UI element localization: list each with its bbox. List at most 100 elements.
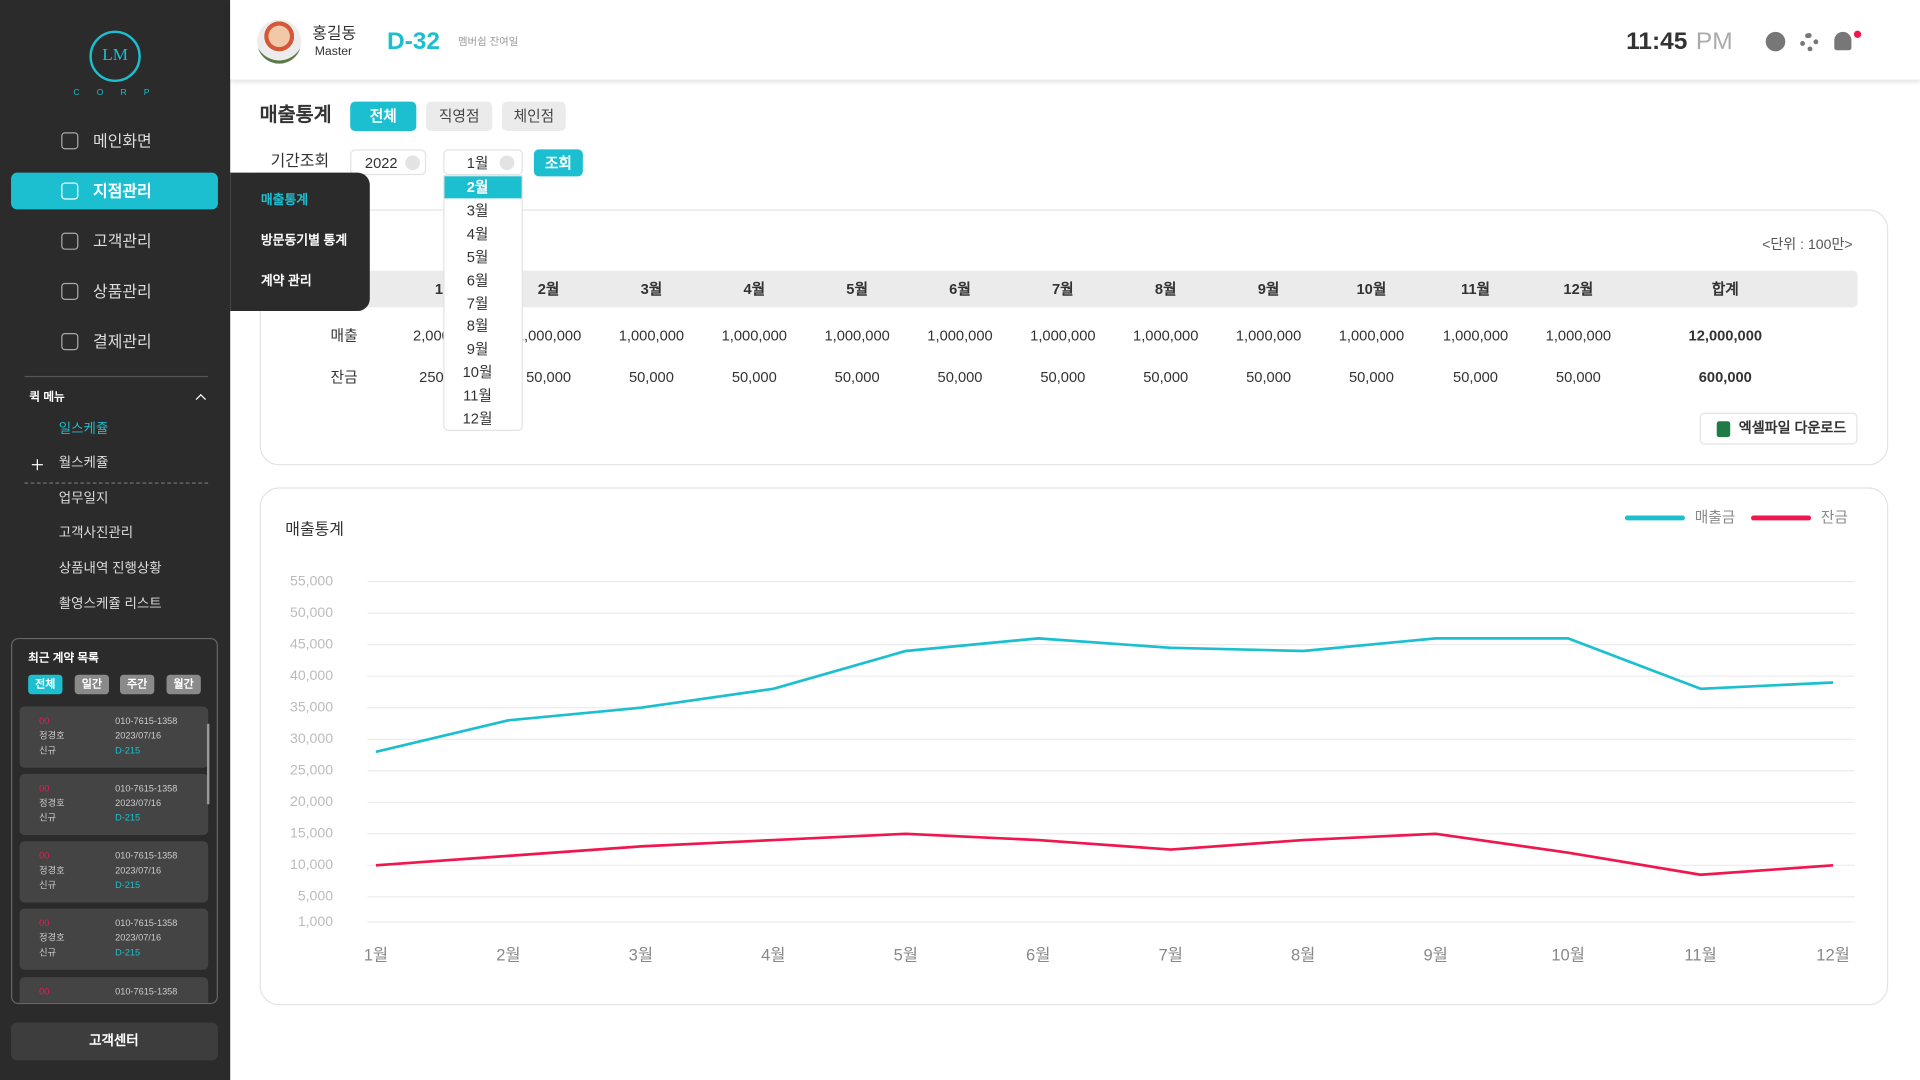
contract-card[interactable]: 00 010-7615-1358	[19, 977, 209, 1003]
card-phone: 010-7615-1358	[115, 986, 178, 998]
table-header: 11월	[1460, 280, 1491, 298]
contract-card[interactable]: 00 010-7615-1358 정경호 신규 2023/07/16 D-215	[19, 773, 209, 836]
table-cell: 50,000	[1555, 368, 1601, 386]
quick-menu-item[interactable]: 촬영스케쥴 리스트	[58, 596, 162, 612]
y-tick-label: 15,000	[290, 825, 333, 841]
submenu-item[interactable]: 방문동기별 통계	[260, 233, 348, 249]
table-cell: 1,000,000	[1545, 326, 1612, 345]
card-name: 정경호	[39, 864, 65, 876]
recent-box: 최근 계약 목록 전체 일간 주간 월간 00 010-7615-1358 정경호 신규 2023…	[11, 637, 218, 1005]
year-select[interactable]: 2022	[350, 149, 427, 176]
search-button[interactable]: 조회	[533, 149, 583, 177]
filter-tab[interactable]: 전체	[350, 101, 417, 132]
y-tick-label: 25,000	[290, 761, 333, 777]
logo-sub: C O R P	[73, 88, 157, 98]
month-option[interactable]: 8월	[444, 315, 521, 337]
contract-card[interactable]: 00 010-7615-1358 정경호 신규 2023/07/16 D-215	[19, 706, 209, 768]
month-option-label: 6월	[466, 271, 489, 289]
submenu-item[interactable]: 매출통계	[260, 193, 309, 208]
month-option[interactable]: 12월	[444, 408, 521, 430]
month-option-label: 12월	[462, 410, 493, 428]
month-option-label: 3월	[466, 201, 489, 220]
quick-menu-item[interactable]: 상품내역 진행상황	[58, 561, 162, 577]
month-option-label: 10월	[462, 363, 493, 382]
menu-icon	[61, 182, 79, 200]
card-type: 신규	[39, 879, 57, 891]
x-tick-label: 2월	[496, 946, 520, 965]
excel-label: 엑셀파일 다운로드	[1738, 421, 1847, 437]
menu-item[interactable]: 메인화면	[93, 131, 152, 150]
quick-menu-item[interactable]: 일스케쥴	[58, 421, 109, 437]
support-button[interactable]: 고객센터	[11, 1022, 218, 1061]
table-cell: 50,000	[1453, 368, 1498, 386]
month-select[interactable]: 1월	[443, 149, 523, 176]
quick-menu-item[interactable]: 업무일지	[58, 491, 109, 507]
table-header: 8월	[1154, 280, 1177, 298]
recent-title: 최근 계약 목록	[28, 651, 99, 666]
recent-tab[interactable]: 월간	[166, 674, 201, 695]
card-code: 00	[39, 917, 50, 929]
card-type: 신규	[39, 812, 57, 824]
unit-label: <단위 : 100만>	[1762, 237, 1853, 253]
table-cell: 1,000,000	[515, 326, 582, 345]
select-arrow	[405, 155, 420, 171]
submenu-item[interactable]: 계약 관리	[260, 273, 312, 289]
logo-circle	[89, 30, 141, 83]
x-tick-label: 12월	[1816, 946, 1850, 965]
table-header: 12월	[1563, 280, 1594, 298]
table-cell: 50,000	[1246, 368, 1292, 386]
table-cell: 600,000	[1698, 368, 1752, 386]
table-cell: 1,000,000	[1235, 326, 1302, 345]
dday: D-32	[386, 28, 441, 56]
menu-item[interactable]: 지점관리	[93, 181, 152, 201]
settings-icon[interactable]	[1800, 33, 1819, 52]
alert-icon[interactable]	[1765, 31, 1786, 52]
menu-item[interactable]: 상품관리	[93, 282, 152, 301]
contract-card[interactable]: 00 010-7615-1358 정경호 신규 2023/07/16 D-215	[19, 841, 209, 903]
table-panel	[259, 209, 1889, 466]
month-option[interactable]: 6월	[444, 269, 521, 291]
month-option[interactable]: 3월	[444, 199, 521, 221]
avatar	[257, 19, 302, 64]
filter-tab[interactable]: 체인점	[502, 101, 566, 132]
menu-icon	[61, 132, 79, 150]
filter-tab-label: 체인점	[513, 107, 555, 125]
quick-menu-item[interactable]: 고객사진관리	[58, 525, 134, 541]
month-option[interactable]: 9월	[444, 338, 521, 360]
month-option[interactable]: 5월	[444, 246, 521, 268]
month-option[interactable]: 10월	[444, 361, 521, 383]
contract-card[interactable]: 00 010-7615-1358 정경호 신규 2023/07/16 D-215	[19, 908, 209, 970]
month-option[interactable]: 7월	[444, 292, 521, 314]
year-value: 2022	[364, 154, 398, 172]
row-label: 매출	[330, 326, 358, 345]
table-header: 7월	[1052, 280, 1074, 298]
table-header: 2월	[537, 280, 560, 298]
dashed-line	[24, 482, 209, 484]
quick-menu-title: 퀵 메뉴	[29, 390, 65, 405]
scrollbar	[206, 723, 210, 805]
month-option[interactable]: 11월	[444, 385, 521, 407]
card-type: 신규	[39, 744, 57, 756]
card-code: 00	[39, 782, 50, 794]
recent-tab[interactable]: 전체	[28, 674, 63, 695]
y-tick-label: 55,000	[290, 572, 333, 588]
table-cell: 50,000	[526, 368, 572, 386]
period-label: 기간조회	[270, 151, 330, 170]
quick-menu-item[interactable]: 월스케쥴	[58, 456, 109, 471]
table-header: 3월	[640, 280, 663, 298]
recent-tab[interactable]: 주간	[120, 674, 155, 695]
filter-tab[interactable]: 직영점	[426, 101, 493, 132]
menu-item[interactable]: 결제관리	[93, 332, 152, 351]
menu-item[interactable]: 고객관리	[93, 232, 152, 251]
recent-tab[interactable]: 일간	[74, 674, 109, 695]
y-tick-label: 1,000	[298, 913, 333, 929]
excel-button[interactable]: 엑셀파일 다운로드	[1699, 412, 1858, 445]
x-tick-label: 6월	[1026, 946, 1050, 965]
month-option[interactable]: 2월	[444, 176, 522, 199]
table-cell: 1,000,000	[927, 326, 993, 345]
card-date: 2023/07/16	[115, 730, 162, 742]
bell-icon[interactable]	[1834, 31, 1852, 51]
month-option[interactable]: 4월	[444, 223, 521, 245]
x-tick-label: 4월	[761, 946, 785, 965]
